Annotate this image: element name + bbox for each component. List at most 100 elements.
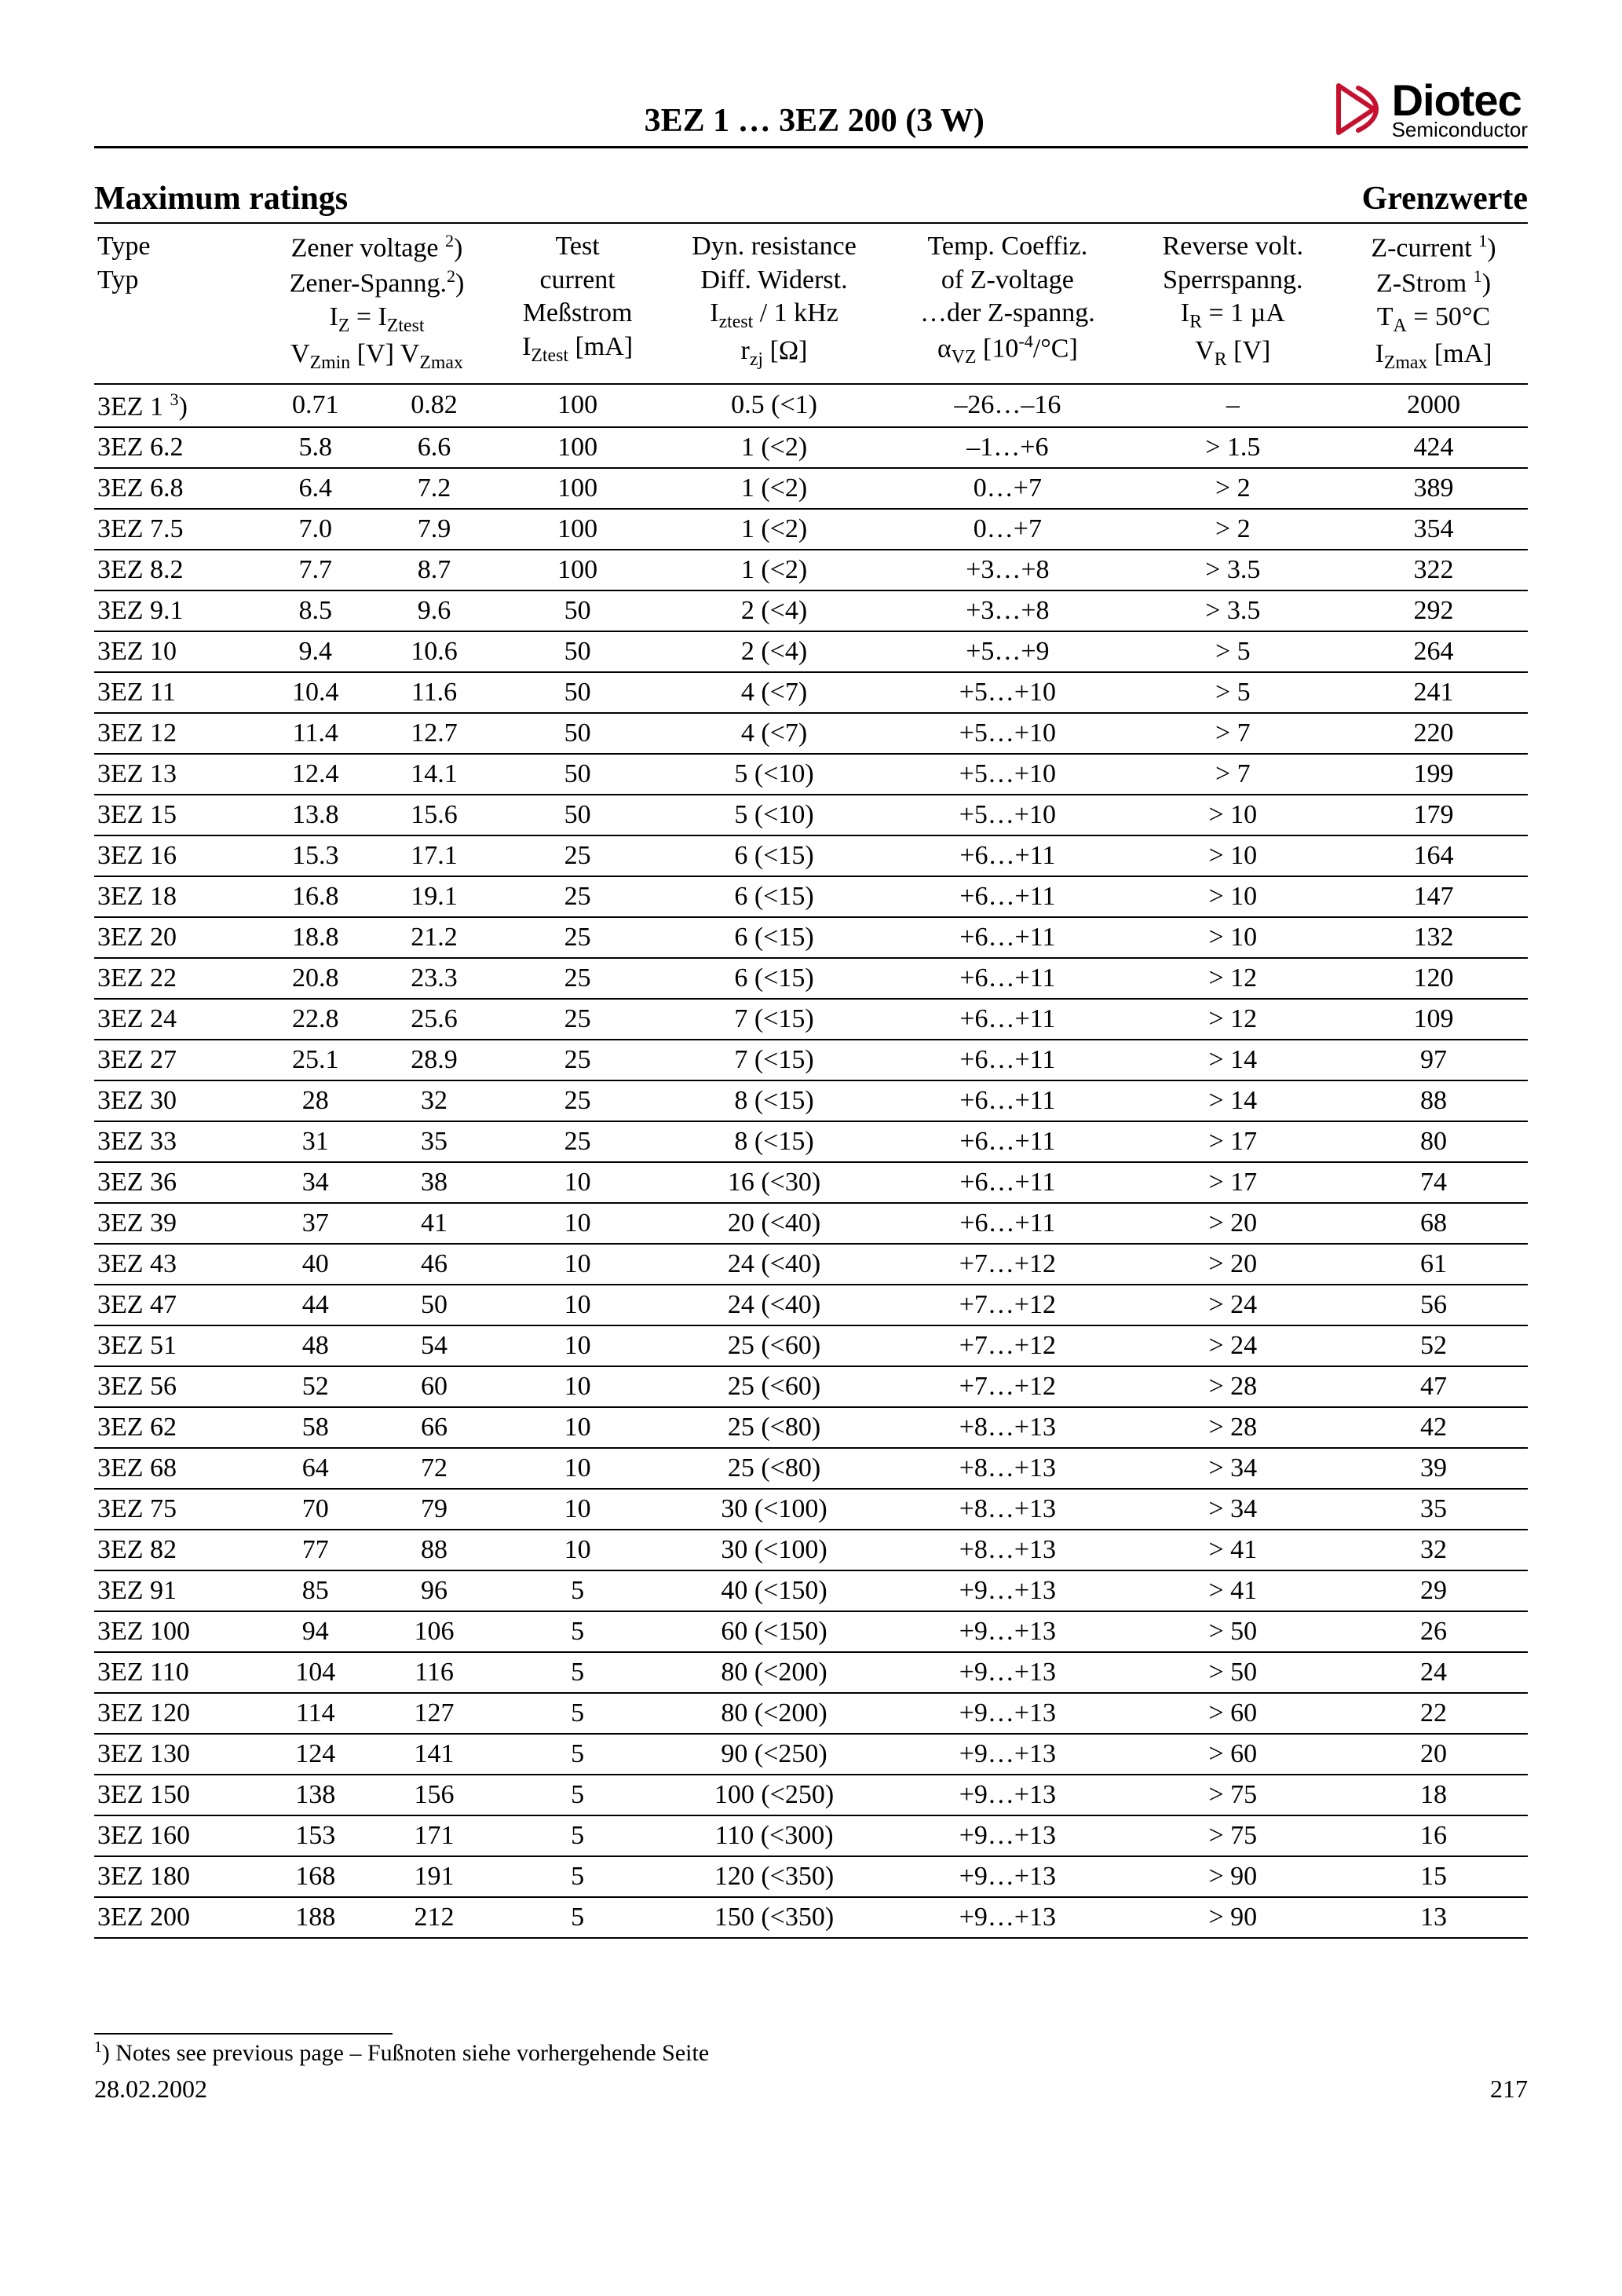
cell-vr: > 34 xyxy=(1127,1448,1339,1489)
cell-vmax: 7.2 xyxy=(373,468,496,509)
cell-dyn: 80 (<200) xyxy=(659,1693,889,1734)
cell-temp: +7…+12 xyxy=(889,1325,1127,1366)
cell-dyn: 6 (<15) xyxy=(659,876,889,917)
cell-vmin: 37 xyxy=(258,1203,373,1244)
cell-temp: 0…+7 xyxy=(889,468,1127,509)
cell-test: 50 xyxy=(495,795,659,835)
cell-vmin: 77 xyxy=(258,1530,373,1570)
cell-vr: > 41 xyxy=(1127,1570,1339,1611)
cell-type: 3EZ 8.2 xyxy=(94,550,258,590)
cell-iz: 32 xyxy=(1339,1530,1528,1570)
cell-vmax: 72 xyxy=(373,1448,496,1489)
cell-vmax: 46 xyxy=(373,1244,496,1285)
cell-type: 3EZ 22 xyxy=(94,958,258,999)
cell-vmin: 124 xyxy=(258,1734,373,1775)
cell-test: 5 xyxy=(495,1734,659,1775)
cell-vmin: 20.8 xyxy=(258,958,373,999)
cell-temp: +5…+10 xyxy=(889,795,1127,835)
cell-dyn: 25 (<60) xyxy=(659,1366,889,1407)
table-row: 3EZ 2422.825.6257 (<15)+6…+11> 12109 xyxy=(94,999,1528,1040)
cell-vmin: 31 xyxy=(258,1121,373,1162)
cell-temp: +6…+11 xyxy=(889,1203,1127,1244)
cell-vmin: 52 xyxy=(258,1366,373,1407)
cell-temp: +3…+8 xyxy=(889,550,1127,590)
cell-vmax: 191 xyxy=(373,1856,496,1897)
cell-vr: > 7 xyxy=(1127,754,1339,795)
cell-type: 3EZ 68 xyxy=(94,1448,258,1489)
cell-vmax: 17.1 xyxy=(373,835,496,876)
cell-vr: > 50 xyxy=(1127,1652,1339,1693)
cell-dyn: 5 (<10) xyxy=(659,795,889,835)
cell-type: 3EZ 160 xyxy=(94,1815,258,1856)
cell-vmax: 11.6 xyxy=(373,672,496,713)
cell-temp: +9…+13 xyxy=(889,1775,1127,1815)
logo-text: Diotec Semiconductor xyxy=(1392,79,1528,140)
cell-vr: > 10 xyxy=(1127,795,1339,835)
cell-dyn: 6 (<15) xyxy=(659,917,889,958)
cell-test: 5 xyxy=(495,1611,659,1652)
table-row: 3EZ 10094106560 (<150)+9…+13> 5026 xyxy=(94,1611,1528,1652)
cell-type: 3EZ 16 xyxy=(94,835,258,876)
cell-iz: 74 xyxy=(1339,1162,1528,1203)
cell-temp: –26…–16 xyxy=(889,384,1127,427)
cell-vr: > 14 xyxy=(1127,1080,1339,1121)
section-heading: Maximum ratings Grenzwerte xyxy=(94,180,1528,224)
cell-type: 3EZ 20 xyxy=(94,917,258,958)
th-dyn: Dyn. resistance Diff. Widerst. Iztest / … xyxy=(659,224,889,384)
cell-temp: +6…+11 xyxy=(889,917,1127,958)
cell-temp: –1…+6 xyxy=(889,427,1127,468)
logo-main: Diotec xyxy=(1392,79,1528,122)
th-temp: Temp. Coeffiz. of Z-voltage …der Z-spann… xyxy=(889,224,1127,384)
cell-temp: +6…+11 xyxy=(889,958,1127,999)
cell-test: 5 xyxy=(495,1652,659,1693)
table-row: 3EZ 918596540 (<150)+9…+13> 4129 xyxy=(94,1570,1528,1611)
cell-vr: > 12 xyxy=(1127,958,1339,999)
cell-vmin: 44 xyxy=(258,1285,373,1325)
cell-type: 3EZ 150 xyxy=(94,1775,258,1815)
cell-dyn: 90 (<250) xyxy=(659,1734,889,1775)
cell-type: 3EZ 91 xyxy=(94,1570,258,1611)
cell-vmin: 7.7 xyxy=(258,550,373,590)
cell-vmax: 10.6 xyxy=(373,631,496,672)
cell-dyn: 1 (<2) xyxy=(659,550,889,590)
table-row: 3EZ 7570791030 (<100)+8…+13> 3435 xyxy=(94,1489,1528,1530)
cell-vmax: 88 xyxy=(373,1530,496,1570)
cell-type: 3EZ 7.5 xyxy=(94,509,258,550)
cell-type: 3EZ 56 xyxy=(94,1366,258,1407)
cell-type: 3EZ 27 xyxy=(94,1040,258,1080)
cell-iz: 56 xyxy=(1339,1285,1528,1325)
cell-dyn: 25 (<60) xyxy=(659,1325,889,1366)
cell-iz: 164 xyxy=(1339,835,1528,876)
cell-iz: 97 xyxy=(1339,1040,1528,1080)
cell-dyn: 16 (<30) xyxy=(659,1162,889,1203)
cell-iz: 18 xyxy=(1339,1775,1528,1815)
cell-iz: 292 xyxy=(1339,590,1528,631)
cell-temp: +6…+11 xyxy=(889,999,1127,1040)
table-row: 3EZ 6864721025 (<80)+8…+13> 3439 xyxy=(94,1448,1528,1489)
cell-temp: +9…+13 xyxy=(889,1652,1127,1693)
cell-iz: 16 xyxy=(1339,1815,1528,1856)
cell-type: 3EZ 51 xyxy=(94,1325,258,1366)
cell-temp: +5…+10 xyxy=(889,754,1127,795)
cell-test: 50 xyxy=(495,631,659,672)
cell-test: 50 xyxy=(495,590,659,631)
cell-vr: > 20 xyxy=(1127,1203,1339,1244)
cell-iz: 199 xyxy=(1339,754,1528,795)
cell-iz: 47 xyxy=(1339,1366,1528,1407)
footer-date: 28.02.2002 xyxy=(94,2075,207,2104)
cell-vmin: 58 xyxy=(258,1407,373,1448)
cell-dyn: 7 (<15) xyxy=(659,1040,889,1080)
cell-dyn: 40 (<150) xyxy=(659,1570,889,1611)
cell-vr: > 41 xyxy=(1127,1530,1339,1570)
cell-vmax: 19.1 xyxy=(373,876,496,917)
cell-type: 3EZ 10 xyxy=(94,631,258,672)
cell-type: 3EZ 9.1 xyxy=(94,590,258,631)
cell-iz: 179 xyxy=(1339,795,1528,835)
cell-vmax: 25.6 xyxy=(373,999,496,1040)
table-row: 3EZ 2018.821.2256 (<15)+6…+11> 10132 xyxy=(94,917,1528,958)
table-head: Type Typ Zener voltage 2) Zener-Spanng.2… xyxy=(94,224,1528,384)
table-row: 3EZ 1501381565100 (<250)+9…+13> 7518 xyxy=(94,1775,1528,1815)
cell-vmax: 54 xyxy=(373,1325,496,1366)
cell-iz: 424 xyxy=(1339,427,1528,468)
cell-iz: 80 xyxy=(1339,1121,1528,1162)
